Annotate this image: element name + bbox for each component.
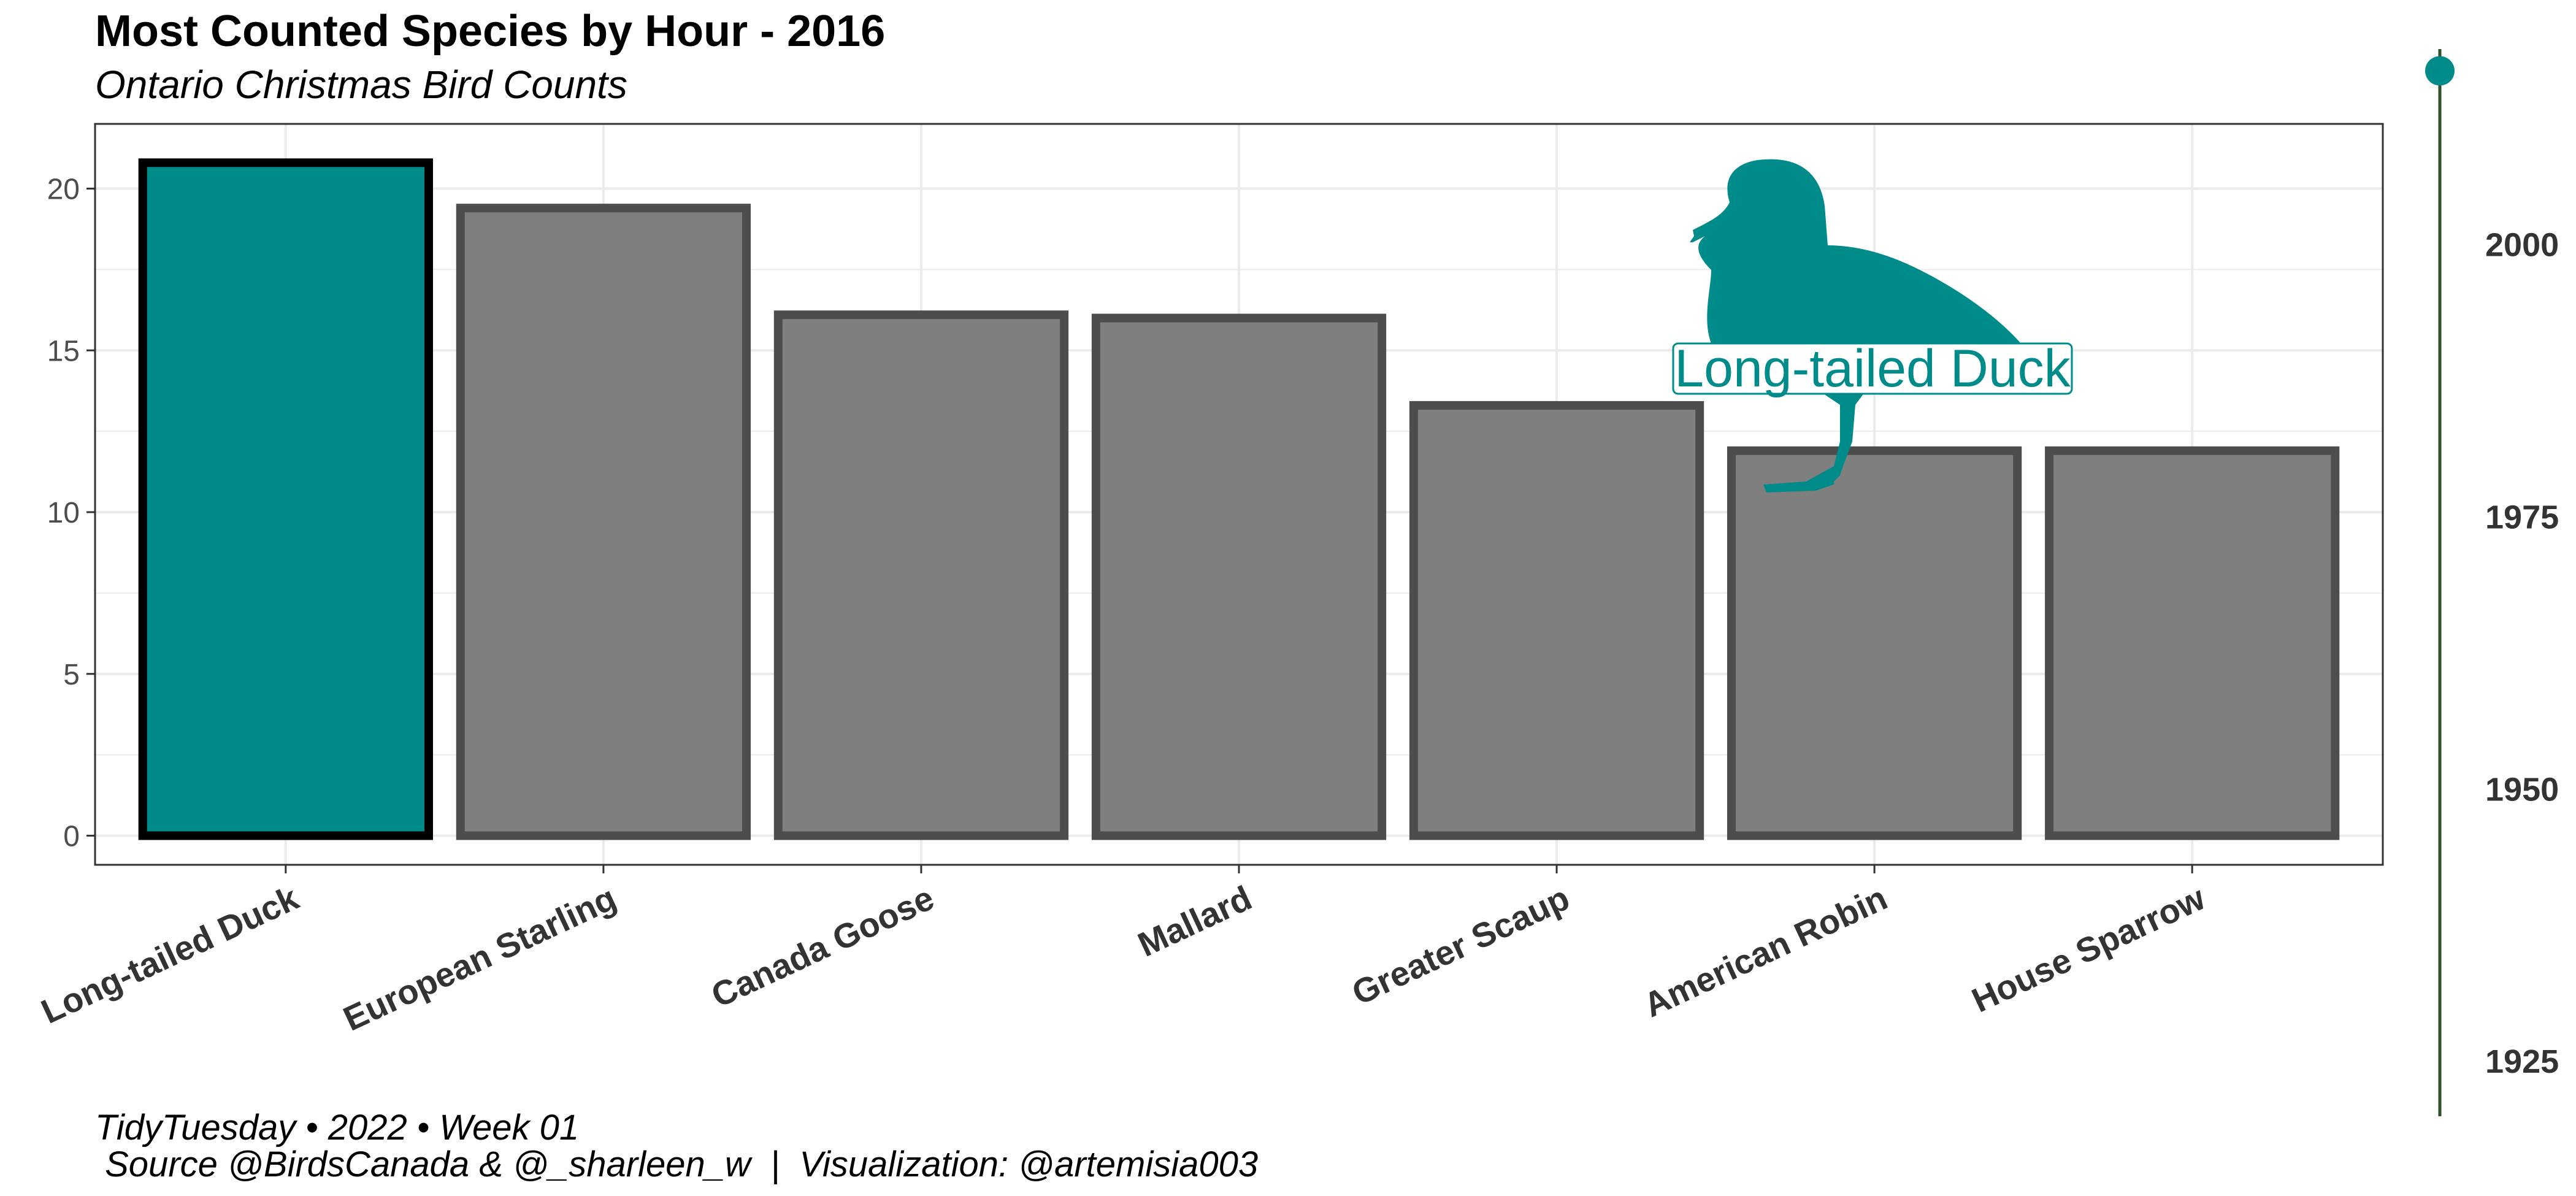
- timeline-current-marker: [2425, 56, 2455, 86]
- x-tick-label: Mallard: [1132, 878, 1257, 964]
- chart-title: Most Counted Species by Hour - 2016: [95, 7, 885, 56]
- annotation-label-box: [1672, 342, 2073, 395]
- bar-long-tailed-duck: [138, 158, 433, 840]
- x-tick-label: House Sparrow: [1966, 878, 2210, 1020]
- y-tick-label: 20: [47, 174, 80, 206]
- annotation-label: Long-tailed Duck: [1674, 339, 2071, 398]
- year-timeline: 1925 1950 1975 2000: [2425, 49, 2559, 1116]
- x-tick-label: American Robin: [1638, 878, 1893, 1025]
- bar-american-robin: [1727, 446, 2022, 840]
- y-tick-label: 0: [63, 821, 80, 853]
- x-tick-label: European Starling: [337, 878, 622, 1038]
- y-tick-label: 5: [63, 659, 80, 691]
- caption-line-1: TidyTuesday • 2022 • Week 01: [95, 1108, 579, 1148]
- x-tick-label: Long-tailed Duck: [36, 878, 305, 1030]
- timeline-year-label: 1925: [2485, 1043, 2559, 1080]
- timeline-year-label: 2000: [2485, 227, 2559, 264]
- y-tick-label: 10: [47, 497, 80, 529]
- plot-panel: Long-tailed Duck 0 5 10 15 20 Long-tailed Du…: [36, 123, 2384, 1038]
- y-axis: 0 5 10 15 20: [47, 174, 95, 853]
- caption-line-2: Source @BirdsCanada & @_sharleen_w | Vis…: [95, 1144, 1258, 1184]
- bar-european-starling: [456, 204, 751, 840]
- x-axis: Long-tailed Duck European Starling Canada …: [36, 865, 2211, 1038]
- bars: [138, 158, 2340, 840]
- duck-silhouette-icon: [1690, 159, 2022, 493]
- bar-greater-scaup: [1409, 401, 1704, 840]
- timeline-year-label: 1950: [2485, 771, 2559, 808]
- bar-mallard: [1091, 313, 1387, 840]
- annotation: Long-tailed Duck: [1672, 159, 2073, 493]
- y-tick-label: 15: [47, 335, 80, 367]
- x-tick-label: Canada Goose: [705, 878, 940, 1015]
- timeline-year-label: 1975: [2485, 499, 2559, 535]
- bar-canada-goose: [773, 310, 1069, 840]
- chart-subtitle: Ontario Christmas Bird Counts: [95, 63, 627, 107]
- x-tick-label: Greater Scaup: [1346, 878, 1576, 1013]
- bar-house-sparrow: [2045, 446, 2340, 840]
